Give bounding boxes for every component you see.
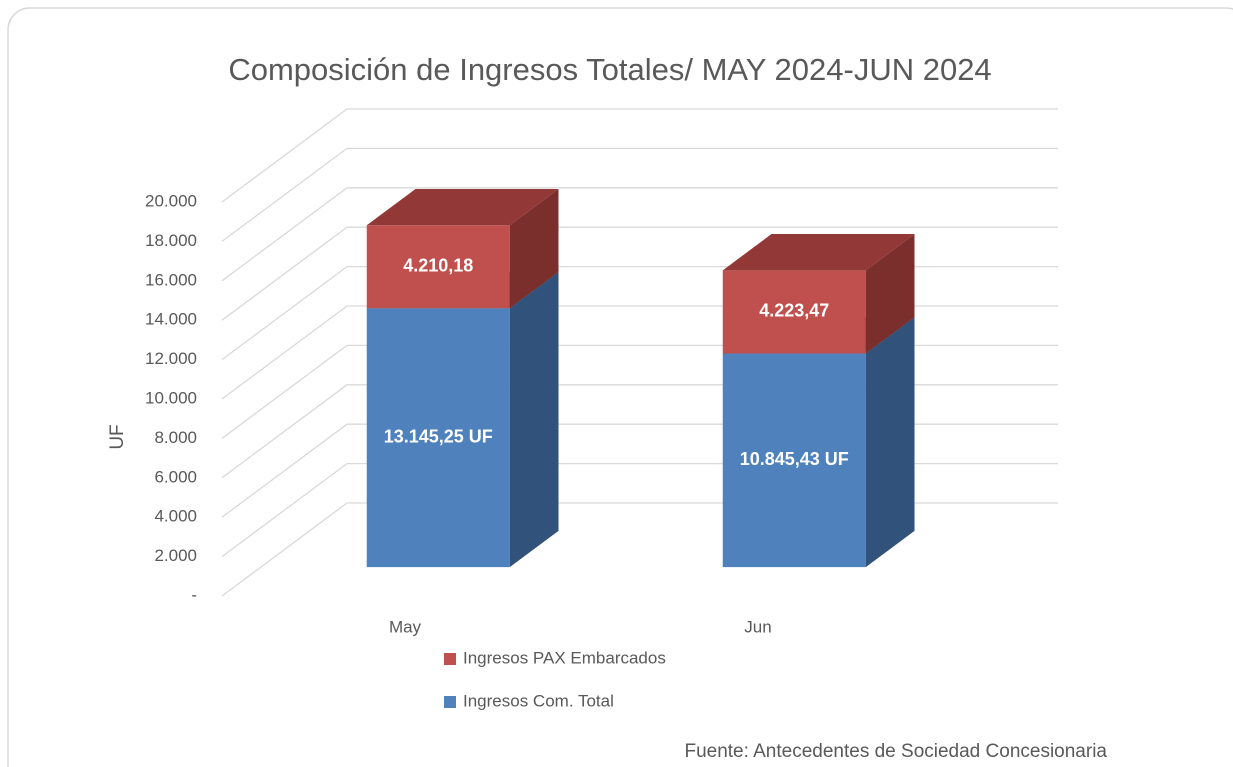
y-tick-label: 10.000: [145, 388, 197, 407]
bar-side: [509, 271, 559, 568]
y-tick-label: -: [191, 585, 197, 604]
y-tick-label: 4.000: [154, 507, 197, 526]
bar-segment: [722, 317, 915, 568]
x-tick-label: May: [389, 617, 422, 636]
legend-swatch: [444, 653, 456, 665]
y-axis-label: UF: [107, 424, 128, 449]
bar-front: [366, 308, 510, 568]
grid-line: [221, 147, 1058, 242]
data-label: 4.210,18: [403, 255, 473, 275]
y-tick-label: 6.000: [154, 467, 197, 486]
grid-line: [221, 187, 1058, 282]
bar-front: [722, 270, 866, 354]
x-tick-label: Jun: [744, 617, 771, 636]
legend-label: Ingresos Com. Total: [463, 691, 614, 710]
y-tick-label: 12.000: [145, 349, 197, 368]
bar-side: [865, 317, 915, 568]
y-tick-label: 18.000: [145, 231, 197, 250]
bar-segment: [722, 234, 915, 354]
grid-line: [221, 108, 1058, 203]
grid-line: [221, 226, 1058, 321]
legend-label: Ingresos PAX Embarcados: [463, 648, 666, 667]
y-tick-label: 14.000: [145, 310, 197, 329]
y-tick-label: 2.000: [154, 546, 197, 565]
source-note: Fuente: Antecedentes de Sociedad Concesi…: [684, 741, 1107, 762]
y-tick-label: 20.000: [145, 191, 197, 210]
legend-swatch: [444, 696, 456, 708]
bar-top: [722, 234, 915, 271]
bar-segment: [366, 271, 559, 568]
bar-segment: [366, 188, 559, 309]
bar-front: [366, 225, 510, 309]
bar-side: [865, 234, 915, 354]
bar-front: [722, 353, 866, 568]
y-tick-label: 8.000: [154, 428, 197, 447]
bar-top: [366, 188, 559, 226]
y-tick-label: 16.000: [145, 270, 197, 289]
bar-side: [509, 188, 559, 309]
data-label: 13.145,25 UF: [384, 426, 493, 446]
data-label: 4.223,47: [759, 301, 829, 321]
chart-frame: [7, 7, 1233, 767]
chart-title: Composición de Ingresos Totales/ MAY 202…: [228, 52, 991, 87]
data-label: 10.845,43 UF: [740, 449, 849, 469]
